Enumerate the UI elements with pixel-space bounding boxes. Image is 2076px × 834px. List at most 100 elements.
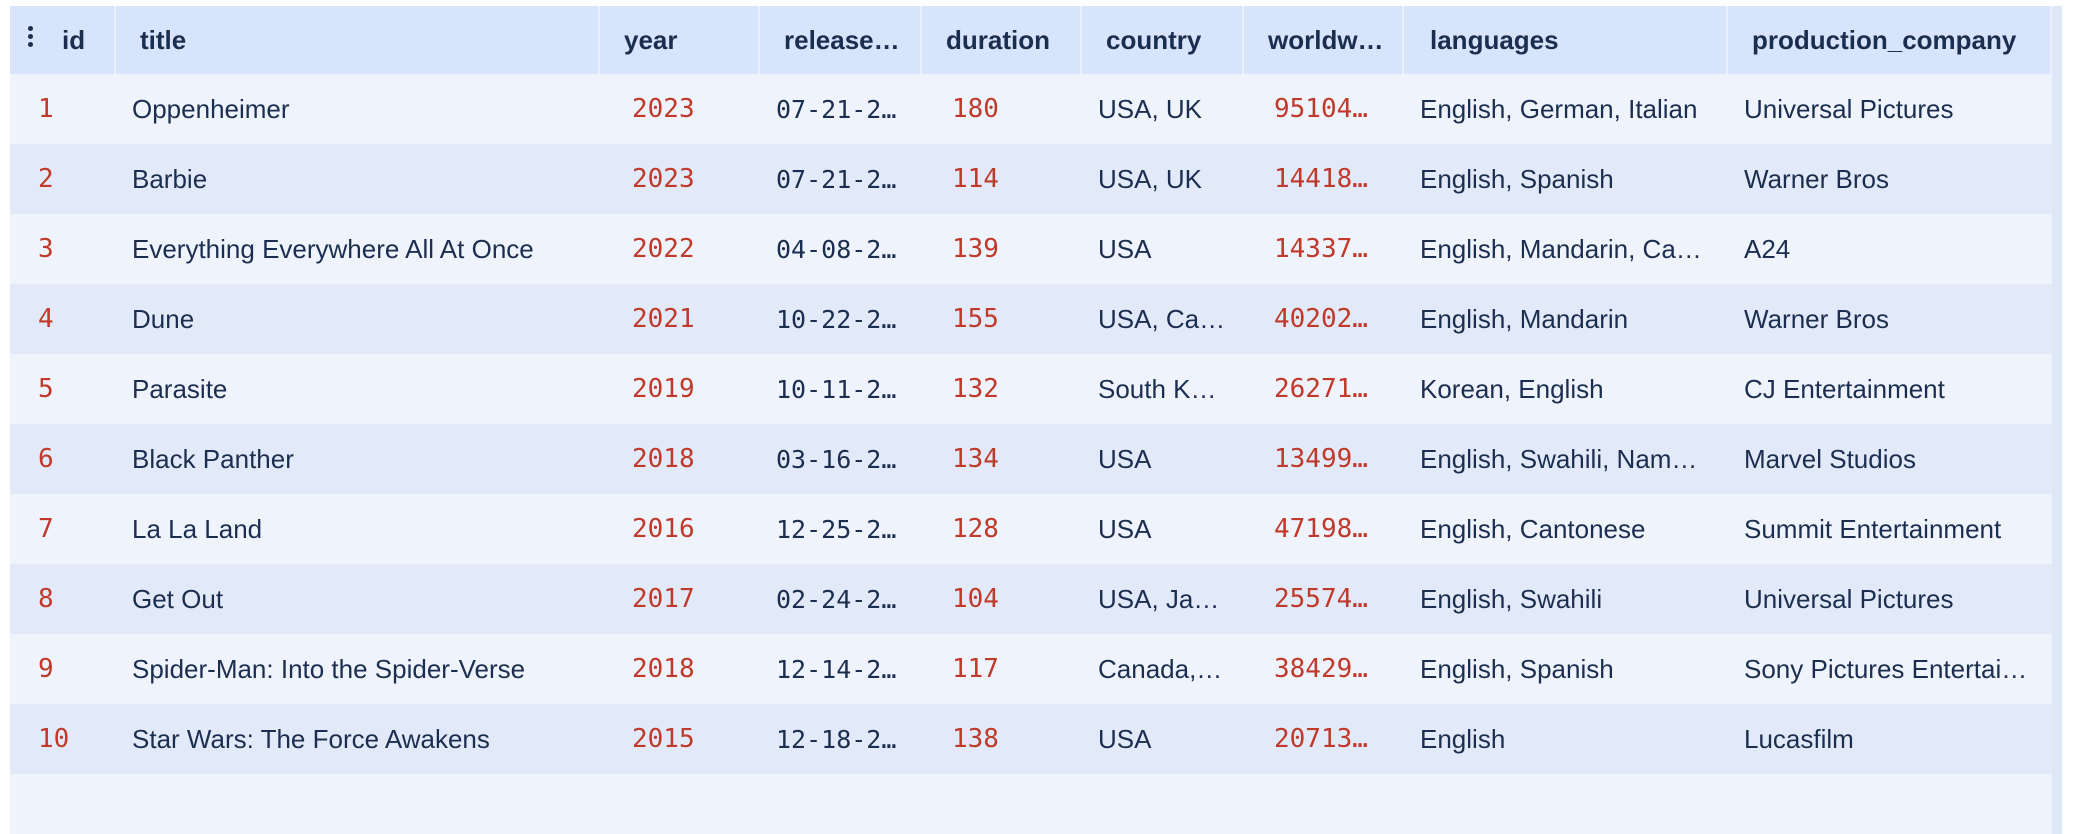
- cell-country[interactable]: USA: [1098, 443, 1152, 474]
- table-row[interactable]: 3 Everything Everywhere All At Once 2022 04…: [10, 214, 2052, 284]
- cell-year[interactable]: 2016: [632, 514, 695, 544]
- cell-release[interactable]: 12-18-2…: [776, 724, 897, 754]
- cell-year[interactable]: 2021: [632, 304, 695, 334]
- cell-country[interactable]: USA: [1098, 233, 1152, 264]
- cell-languages[interactable]: English, Swahili, Nam…: [1420, 443, 1698, 474]
- cell-worldwide[interactable]: 14418…: [1274, 164, 1368, 194]
- cell-id[interactable]: 7: [38, 514, 54, 544]
- cell-production-company[interactable]: Warner Bros: [1744, 163, 1889, 194]
- cell-title[interactable]: La La Land: [132, 513, 263, 544]
- cell-title[interactable]: Dune: [132, 303, 195, 334]
- cell-languages[interactable]: English: [1420, 723, 1506, 754]
- cell-production-company[interactable]: Marvel Studios: [1744, 443, 1916, 474]
- cell-id[interactable]: 10: [38, 724, 70, 754]
- cell-release[interactable]: 07-21-2…: [776, 94, 897, 124]
- cell-release[interactable]: 03-16-2…: [776, 444, 897, 474]
- cell-production-company[interactable]: A24: [1744, 233, 1791, 264]
- cell-duration[interactable]: 155: [952, 304, 999, 334]
- cell-country[interactable]: USA, UK: [1098, 93, 1203, 124]
- cell-production-company[interactable]: Universal Pictures: [1744, 583, 1954, 614]
- cell-year[interactable]: 2023: [632, 94, 695, 124]
- cell-worldwide[interactable]: 47198…: [1274, 514, 1368, 544]
- cell-duration[interactable]: 180: [952, 94, 999, 124]
- column-header-id[interactable]: id: [10, 6, 116, 74]
- column-header-title[interactable]: title: [116, 6, 600, 74]
- cell-release[interactable]: 12-14-2…: [776, 654, 897, 684]
- cell-id[interactable]: 6: [38, 444, 54, 474]
- column-header-worldwide[interactable]: worldw…: [1244, 6, 1404, 74]
- cell-title[interactable]: Barbie: [132, 163, 208, 194]
- cell-title[interactable]: Oppenheimer: [132, 93, 290, 124]
- column-menu-icon[interactable]: [28, 26, 34, 48]
- cell-languages[interactable]: English, Mandarin, Ca…: [1420, 233, 1702, 264]
- cell-year[interactable]: 2018: [632, 444, 695, 474]
- cell-worldwide[interactable]: 40202…: [1274, 304, 1368, 334]
- cell-id[interactable]: 5: [38, 374, 54, 404]
- cell-worldwide[interactable]: 20713…: [1274, 724, 1368, 754]
- cell-duration[interactable]: 104: [952, 584, 999, 614]
- cell-country[interactable]: USA: [1098, 723, 1152, 754]
- cell-country[interactable]: Canada,…: [1098, 653, 1223, 684]
- cell-year[interactable]: 2019: [632, 374, 695, 404]
- cell-year[interactable]: 2023: [632, 164, 695, 194]
- cell-languages[interactable]: Korean, English: [1420, 373, 1604, 404]
- cell-country[interactable]: USA, Ja…: [1098, 583, 1220, 614]
- cell-year[interactable]: 2018: [632, 654, 695, 684]
- cell-production-company[interactable]: Sony Pictures Entertai…: [1744, 653, 2028, 684]
- cell-release[interactable]: 07-21-2…: [776, 164, 897, 194]
- column-header-production-company[interactable]: production_company: [1728, 6, 2052, 74]
- cell-duration[interactable]: 138: [952, 724, 999, 754]
- cell-id[interactable]: 1: [38, 94, 54, 124]
- table-row[interactable]: 4 Dune 2021 10-22-2… 155 USA, Ca… 40202… Englis…: [10, 284, 2052, 354]
- cell-duration[interactable]: 132: [952, 374, 999, 404]
- cell-release[interactable]: 02-24-2…: [776, 584, 897, 614]
- cell-worldwide[interactable]: 25574…: [1274, 584, 1368, 614]
- cell-duration[interactable]: 139: [952, 234, 999, 264]
- cell-title[interactable]: Parasite: [132, 373, 228, 404]
- cell-year[interactable]: 2022: [632, 234, 695, 264]
- cell-release[interactable]: 10-22-2…: [776, 304, 897, 334]
- column-header-year[interactable]: year: [600, 6, 760, 74]
- table-row[interactable]: 6 Black Panther 2018 03-16-2… 134 USA 13499… En…: [10, 424, 2052, 494]
- cell-production-company[interactable]: CJ Entertainment: [1744, 373, 1945, 404]
- cell-worldwide[interactable]: 95104…: [1274, 94, 1368, 124]
- cell-duration[interactable]: 128: [952, 514, 999, 544]
- cell-title[interactable]: Black Panther: [132, 443, 294, 474]
- cell-year[interactable]: 2015: [632, 724, 695, 754]
- column-header-duration[interactable]: duration: [922, 6, 1082, 74]
- cell-languages[interactable]: English, German, Italian: [1420, 93, 1698, 124]
- column-header-release[interactable]: release…: [760, 6, 922, 74]
- cell-release[interactable]: 12-25-2…: [776, 514, 897, 544]
- cell-duration[interactable]: 134: [952, 444, 999, 474]
- column-header-languages[interactable]: languages: [1404, 6, 1728, 74]
- cell-production-company[interactable]: Summit Entertainment: [1744, 513, 2002, 544]
- cell-production-company[interactable]: Universal Pictures: [1744, 93, 1954, 124]
- cell-title[interactable]: Star Wars: The Force Awakens: [132, 723, 490, 754]
- cell-title[interactable]: Spider-Man: Into the Spider-Verse: [132, 653, 526, 684]
- cell-worldwide[interactable]: 13499…: [1274, 444, 1368, 474]
- cell-release[interactable]: 04-08-2…: [776, 234, 897, 264]
- cell-release[interactable]: 10-11-20…: [776, 374, 912, 404]
- cell-country[interactable]: USA, Ca…: [1098, 303, 1226, 334]
- cell-year[interactable]: 2017: [632, 584, 695, 614]
- cell-worldwide[interactable]: 26271…: [1274, 374, 1368, 404]
- cell-worldwide[interactable]: 38429…: [1274, 654, 1368, 684]
- cell-country[interactable]: USA: [1098, 513, 1152, 544]
- cell-id[interactable]: 9: [38, 654, 54, 684]
- cell-duration[interactable]: 114: [952, 164, 999, 194]
- cell-id[interactable]: 4: [38, 304, 54, 334]
- cell-production-company[interactable]: Lucasfilm: [1744, 723, 1854, 754]
- cell-languages[interactable]: English, Mandarin: [1420, 303, 1629, 334]
- column-header-country[interactable]: country: [1082, 6, 1244, 74]
- table-row[interactable]: 5 Parasite 2019 10-11-20… 132 South K… 26271… K…: [10, 354, 2052, 424]
- cell-languages[interactable]: English, Cantonese: [1420, 513, 1646, 544]
- table-row[interactable]: 10 Star Wars: The Force Awakens 2015 12-18-…: [10, 704, 2052, 774]
- cell-production-company[interactable]: Warner Bros: [1744, 303, 1889, 334]
- cell-duration[interactable]: 117: [952, 654, 999, 684]
- cell-id[interactable]: 2: [38, 164, 54, 194]
- table-row[interactable]: 9 Spider-Man: Into the Spider-Verse 2018 12…: [10, 634, 2052, 704]
- cell-country[interactable]: USA, UK: [1098, 163, 1203, 194]
- table-row[interactable]: 8 Get Out 2017 02-24-2… 104 USA, Ja… 25574… Eng…: [10, 564, 2052, 634]
- vertical-scrollbar[interactable]: [2052, 6, 2062, 834]
- table-row[interactable]: 2 Barbie 2023 07-21-2… 114 USA, UK 14418… Engli…: [10, 144, 2052, 214]
